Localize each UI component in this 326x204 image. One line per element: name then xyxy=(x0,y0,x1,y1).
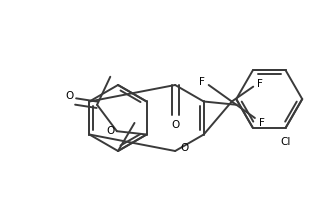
Text: O: O xyxy=(171,120,179,130)
Text: Cl: Cl xyxy=(281,137,291,147)
Text: O: O xyxy=(107,126,115,136)
Text: F: F xyxy=(199,77,205,87)
Text: F: F xyxy=(259,118,265,128)
Text: O: O xyxy=(66,92,74,102)
Text: F: F xyxy=(257,79,263,89)
Text: O: O xyxy=(180,143,188,153)
